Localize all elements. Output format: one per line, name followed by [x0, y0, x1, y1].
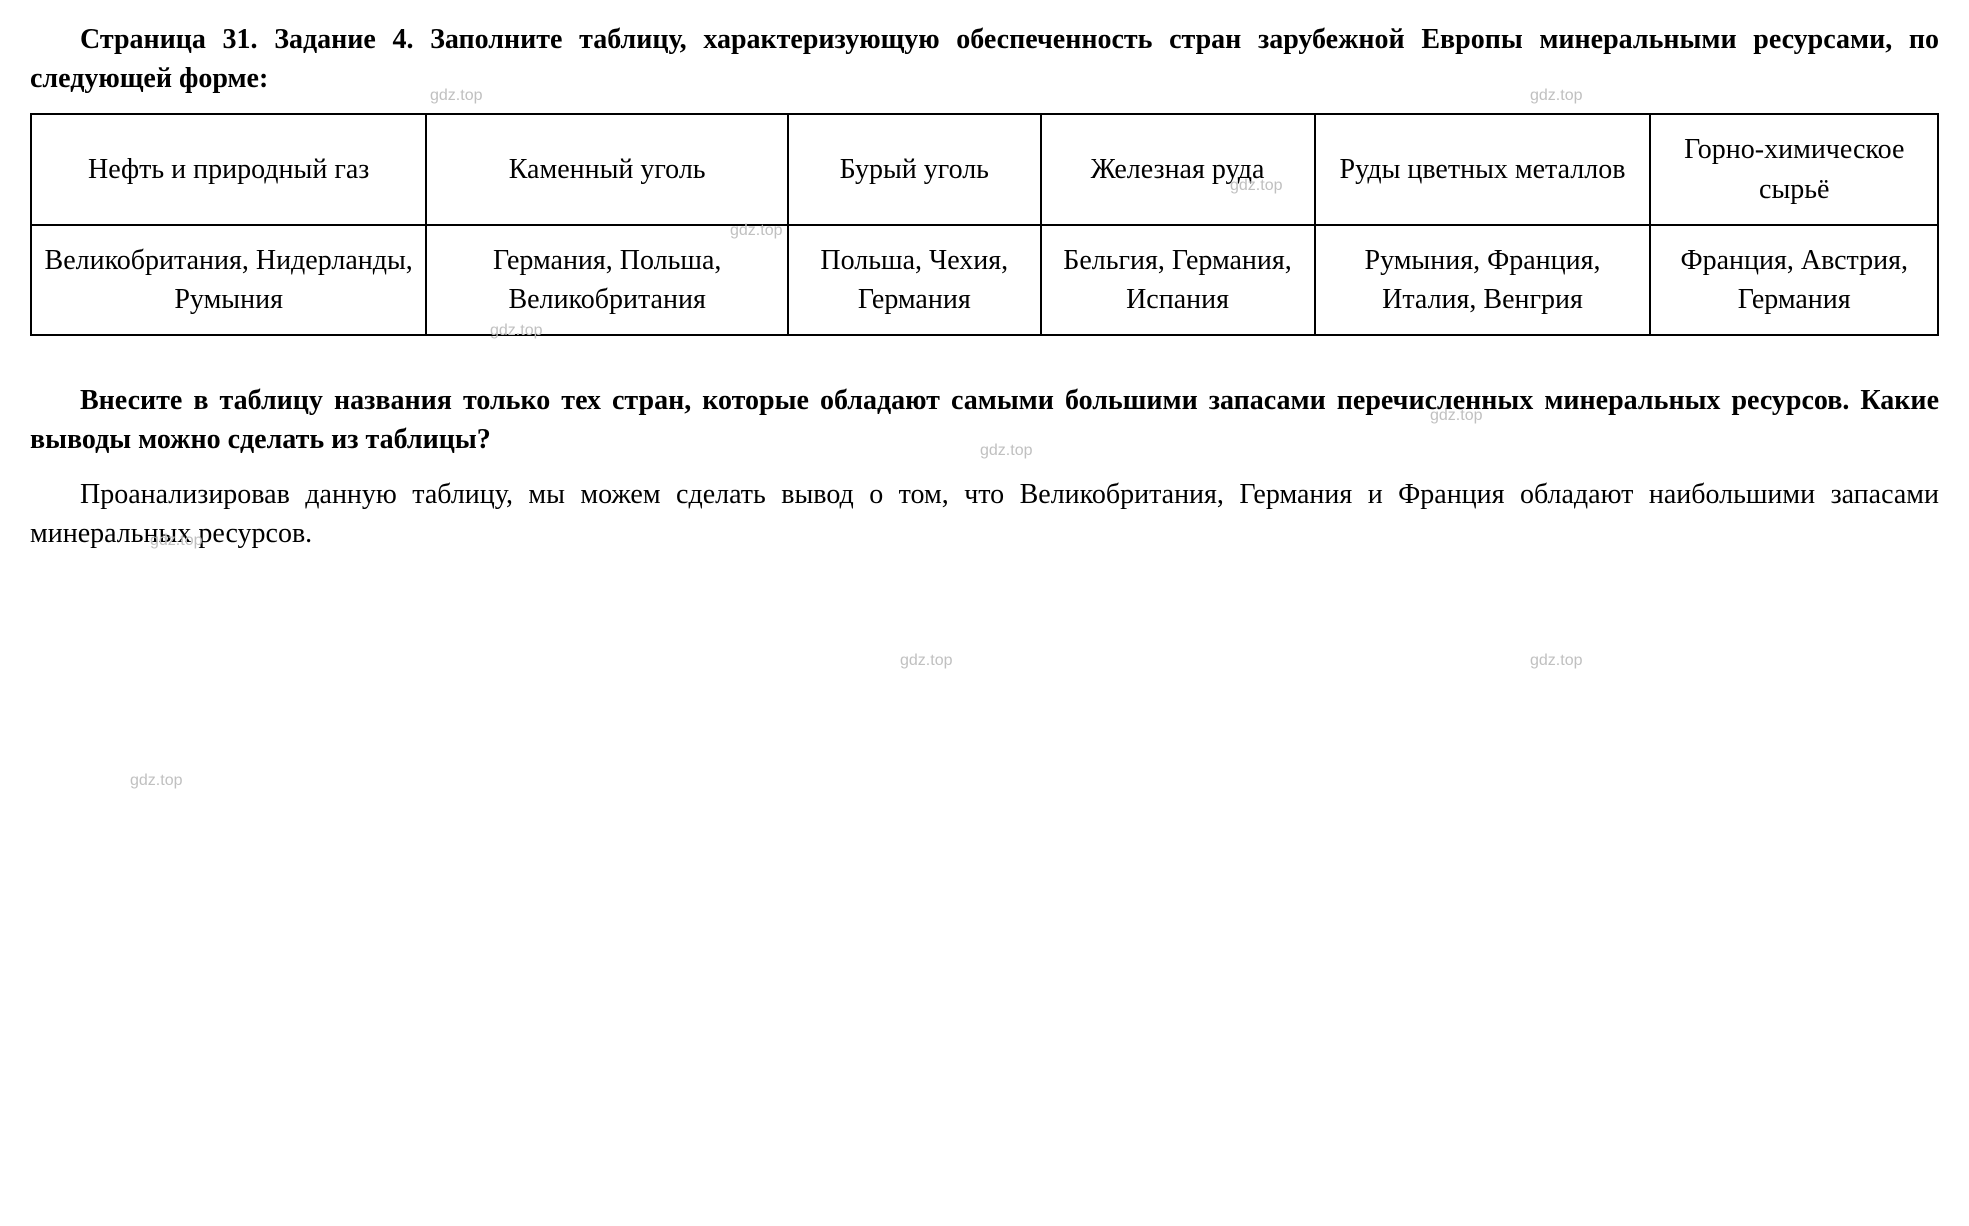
table-header-cell: Нефть и природный газ — [31, 114, 426, 224]
table-header-row: Нефть и природный газ Каменный уголь Бур… — [31, 114, 1938, 224]
table-cell: Германия, Польша, Великобритания — [426, 225, 788, 335]
instruction-text: Внесите в таблицу названия только тех ст… — [30, 361, 1939, 464]
table-row: Великобритания, Нидерланды, Румыния Герм… — [31, 225, 1938, 335]
table-cell: Франция, Австрия, Германия — [1650, 225, 1938, 335]
watermark: gdz.top — [1530, 650, 1582, 672]
table-cell: Бельгия, Германия, Испания — [1041, 225, 1315, 335]
table-cell: Великобритания, Нидерланды, Румыния — [31, 225, 426, 335]
resources-table: Нефть и природный газ Каменный уголь Бур… — [30, 113, 1939, 336]
document-wrapper: gdz.top gdz.top gdz.top gdz.top gdz.top … — [30, 20, 1939, 553]
watermark: gdz.top — [900, 650, 952, 672]
watermark: gdz.top — [130, 770, 182, 792]
table-header-cell: Железная руда — [1041, 114, 1315, 224]
table-header-cell: Руды цветных металлов — [1315, 114, 1651, 224]
answer-text: Проанализировав данную таблицу, мы можем… — [30, 475, 1939, 553]
task-heading: Страница 31. Задание 4. Заполните таблиц… — [30, 20, 1939, 98]
table-cell: Польша, Чехия, Германия — [788, 225, 1041, 335]
table-header-cell: Каменный уголь — [426, 114, 788, 224]
table-header-cell: Горно-химическое сырьё — [1650, 114, 1938, 224]
table-header-cell: Бурый уголь — [788, 114, 1041, 224]
table-cell: Румыния, Франция, Италия, Венгрия — [1315, 225, 1651, 335]
